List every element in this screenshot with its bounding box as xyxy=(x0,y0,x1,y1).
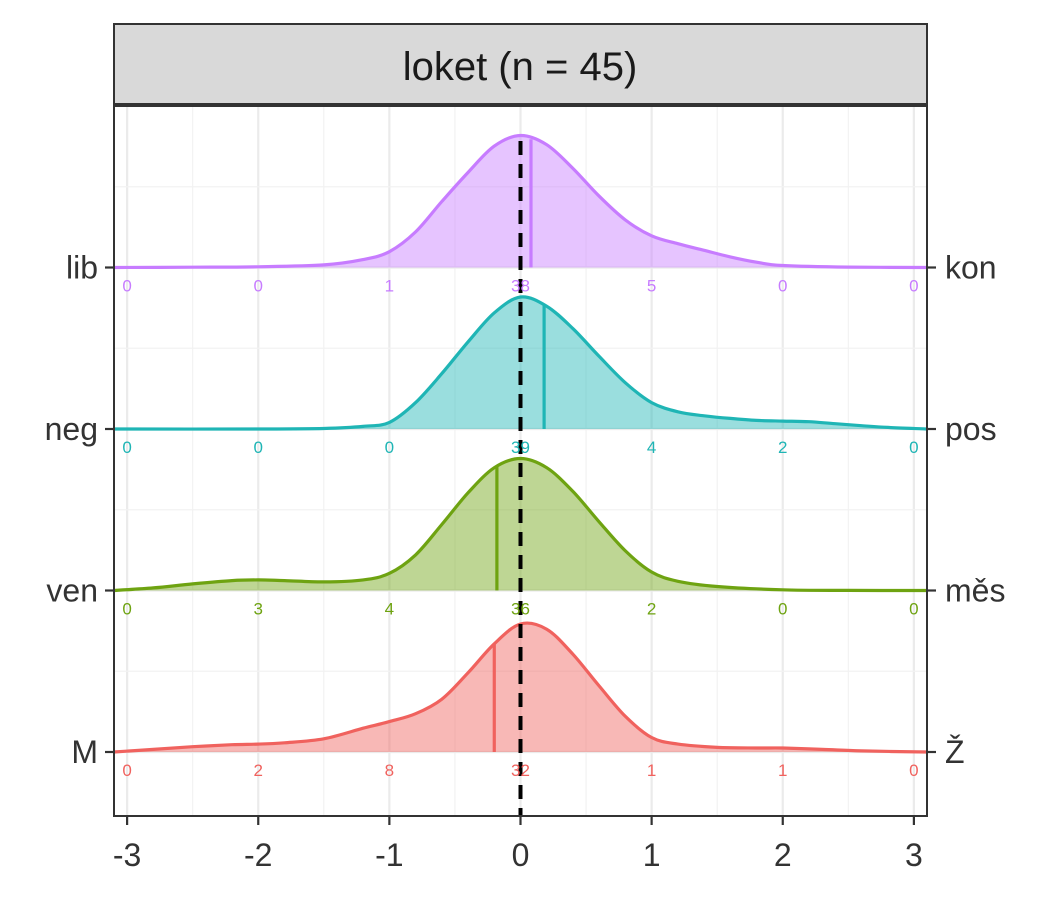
count-label: 0 xyxy=(909,277,918,296)
count-label: 3 xyxy=(254,600,263,619)
y-right-label: kon xyxy=(945,250,997,286)
count-label: 0 xyxy=(122,277,131,296)
density-line xyxy=(113,295,928,431)
axis-layer: -3 -2 -1 0 1 2 3 lib kon neg pos ven měs M Ž xyxy=(45,250,1006,874)
count-label: 0 xyxy=(909,600,918,619)
count-label: 2 xyxy=(647,600,656,619)
count-label: 0 xyxy=(254,438,263,457)
count-label: 8 xyxy=(385,761,394,780)
count-label: 38 xyxy=(511,277,530,296)
x-tick-label: -2 xyxy=(244,837,272,873)
count-label: 1 xyxy=(647,761,656,780)
strip-header xyxy=(113,23,928,105)
density-area xyxy=(114,296,927,430)
density-area xyxy=(114,623,927,752)
count-label: 36 xyxy=(511,600,530,619)
count-label: 0 xyxy=(122,761,131,780)
count-label: 2 xyxy=(778,438,787,457)
y-left-label: M xyxy=(71,734,98,770)
count-label: 0 xyxy=(122,438,131,457)
x-tick-label: 2 xyxy=(774,837,792,873)
density-area xyxy=(114,458,927,591)
y-left-label: lib xyxy=(66,250,98,286)
x-tick-label: 1 xyxy=(643,837,661,873)
count-label: 32 xyxy=(511,761,530,780)
count-label: 0 xyxy=(909,761,918,780)
count-label: 5 xyxy=(647,277,656,296)
y-left-label: neg xyxy=(45,411,98,447)
density-area xyxy=(114,135,927,268)
x-tick-label: -3 xyxy=(113,837,141,873)
count-label: 0 xyxy=(385,438,394,457)
count-label: 1 xyxy=(385,277,394,296)
count-label-layer: 0 0 1 38 5 0 0 0 0 0 39 4 2 0 0 3 4 36 2 0 0 0 2 8 32 1 1 0 xyxy=(122,277,918,781)
count-label: 39 xyxy=(511,438,530,457)
density-layer xyxy=(113,133,928,754)
count-label: 4 xyxy=(385,600,394,619)
x-tick-label: -1 xyxy=(375,837,403,873)
ridge-neg xyxy=(113,295,928,431)
count-label: 0 xyxy=(778,600,787,619)
density-line xyxy=(113,456,928,593)
count-label: 4 xyxy=(647,438,656,457)
y-right-label: měs xyxy=(945,573,1005,609)
count-label: 0 xyxy=(254,277,263,296)
count-label: 0 xyxy=(909,438,918,457)
count-label: 1 xyxy=(778,761,787,780)
x-tick-label: 0 xyxy=(512,837,530,873)
strip-title: loket (n = 45) xyxy=(403,45,638,89)
density-line xyxy=(113,133,928,270)
ridge-lib xyxy=(113,133,928,270)
density-line xyxy=(113,621,928,754)
x-tick-label: 3 xyxy=(905,837,923,873)
count-label: 2 xyxy=(254,761,263,780)
ridge-ven xyxy=(113,456,928,593)
ridge-M xyxy=(113,621,928,754)
y-left-label: ven xyxy=(46,573,98,609)
y-right-label: Ž xyxy=(945,734,965,770)
count-label: 0 xyxy=(122,600,131,619)
count-label: 0 xyxy=(778,277,787,296)
y-right-label: pos xyxy=(945,411,997,447)
